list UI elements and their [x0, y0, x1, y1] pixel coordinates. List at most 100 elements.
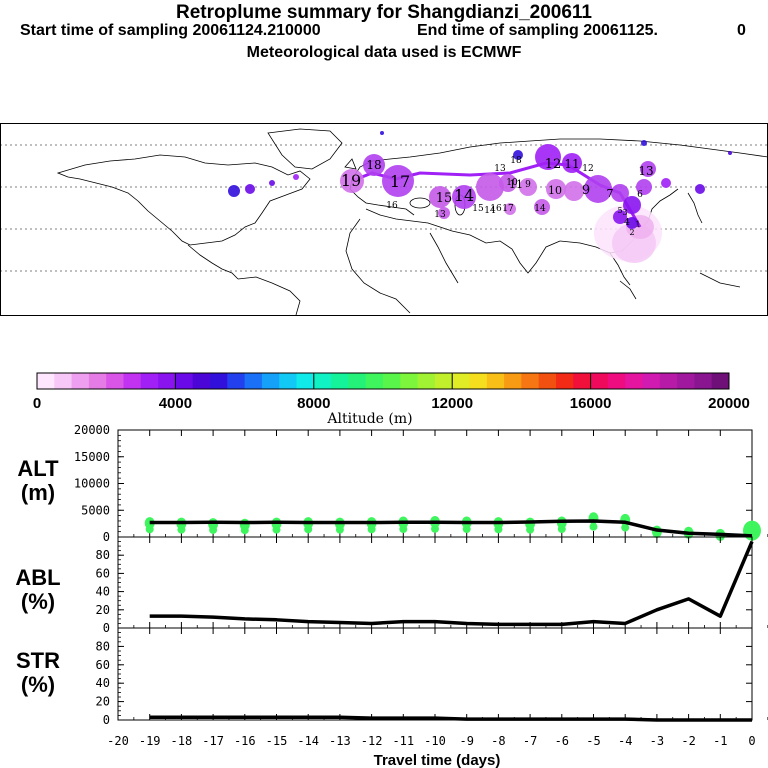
x-tick-label: -3: [650, 734, 664, 748]
colorbar-cell: [521, 373, 540, 389]
met-data-text: Meteorological data used is ECMWF: [246, 44, 522, 61]
abl-line: [149, 540, 754, 627]
x-tick-label: -14: [297, 734, 319, 748]
plume-cluster: [636, 179, 652, 195]
altitude-cluster-mark: [462, 525, 471, 534]
altitude-cluster-mark: [335, 525, 344, 534]
x-tick-label: -19: [139, 734, 161, 748]
cluster-label: 17: [502, 204, 514, 214]
x-tick-label: 0: [748, 734, 755, 748]
cluster-label: 2: [629, 228, 634, 237]
altitude-cluster-mark: [589, 522, 598, 531]
plume-cluster: [293, 174, 299, 180]
colorbar-cell: [694, 373, 713, 389]
cluster-label: 10: [548, 184, 562, 197]
end-time-text: End time of sampling 20061125.: [417, 22, 658, 39]
plume-cluster: [661, 178, 671, 188]
x-tick-label: -9: [459, 734, 473, 748]
plume-cluster: [564, 181, 584, 201]
colorbar-cell: [261, 373, 280, 389]
plume-cluster: [429, 186, 451, 208]
colorbar-tick-label: 12000: [431, 395, 473, 412]
plume-cluster: [380, 131, 384, 135]
cluster-label: 3: [622, 208, 627, 217]
cluster-label: 9: [525, 180, 531, 190]
cluster-label: 19: [341, 171, 361, 190]
x-tick-label: -12: [361, 734, 383, 748]
retroplume-clusters: [228, 131, 732, 263]
colorbar-cell: [365, 373, 384, 389]
cluster-label: 15: [436, 191, 453, 206]
plume-cluster: [641, 140, 647, 146]
colorbar-cell: [106, 373, 124, 389]
plume-cluster: [546, 179, 566, 199]
abl-label-line2: (%): [20, 589, 56, 614]
plume-cluster: [519, 178, 537, 196]
cluster-label: 18: [510, 156, 522, 166]
x-tick-label: -17: [202, 734, 224, 748]
colorbar-cell: [573, 373, 591, 389]
colorbar-tick-label: 4000: [159, 395, 192, 412]
plume-cluster: [611, 184, 629, 202]
str-ytick-label: 80: [96, 639, 110, 653]
plume-cluster: [340, 169, 364, 193]
plume-cluster: [438, 207, 450, 219]
colorbar-cell: [192, 373, 211, 389]
str-ytick-label: 0: [103, 713, 110, 727]
colorbar-cell: [677, 373, 695, 389]
cluster-label: 16: [490, 204, 502, 214]
colorbar-cell: [400, 373, 418, 389]
x-tick-label: -1: [713, 734, 727, 748]
x-tick-label: -11: [392, 734, 414, 748]
str-panel-label: STR (%): [10, 649, 66, 697]
colorbar-cell: [175, 373, 194, 389]
abl-panel-label: ABL (%): [10, 566, 66, 614]
colorbar-axis-label: Altitude (m): [326, 411, 412, 427]
cluster-label: 10: [506, 178, 518, 188]
x-tick-label: -2: [681, 734, 695, 748]
colorbar-cell: [642, 373, 661, 389]
x-tick-label: -4: [618, 734, 632, 748]
colorbar-cell: [417, 373, 436, 389]
colorbar-cell: [71, 373, 90, 389]
colorbar-tick-label: 8000: [297, 395, 330, 412]
x-tick-label: -13: [329, 734, 351, 748]
colorbar-cell: [227, 373, 245, 389]
colorbar-cell: [711, 373, 730, 389]
cluster-label: 11: [564, 157, 579, 171]
colorbar-cell: [210, 373, 228, 389]
str-line: [149, 715, 752, 722]
chart-title: Retroplume summary for Shangdianzi_20061…: [175, 2, 593, 23]
cluster-label: 9: [582, 183, 590, 198]
plume-cluster: [562, 153, 582, 173]
plume-cluster: [476, 173, 504, 201]
plume-cluster: [695, 184, 705, 194]
altitude-colorbar: 0 4000 8000 12000 16000 20000 Altitude (m): [33, 372, 750, 427]
cluster-label: 17: [390, 172, 410, 191]
colorbar-cell: [625, 373, 643, 389]
cluster-label: 18: [366, 158, 381, 172]
str-ytick-label: 40: [96, 676, 110, 690]
colorbar-cell: [383, 373, 401, 389]
plume-cluster: [228, 185, 240, 197]
x-tick-label: -6: [555, 734, 569, 748]
colorbar-cell: [37, 373, 55, 389]
plume-cluster: [534, 199, 550, 215]
altitude-cluster-mark: [367, 525, 376, 534]
altitude-cluster-mark: [177, 525, 186, 534]
abl-ytick-label: 80: [96, 548, 110, 562]
colorbar-tick-label: 20000: [708, 395, 750, 412]
str-ytick-label: 60: [96, 658, 110, 672]
alt-ytick-label: 0: [103, 530, 110, 544]
x-tick-label: -7: [523, 734, 537, 748]
x-tick-label: -15: [266, 734, 288, 748]
plume-cluster: [613, 210, 627, 224]
alt-ytick-label: 20000: [74, 423, 110, 437]
cluster-label: 12: [545, 157, 562, 172]
colorbar-cell: [538, 373, 557, 389]
plume-cluster: [640, 161, 656, 177]
cluster-label: 14: [454, 186, 474, 205]
start-time-text: Start time of sampling 20061124.210000: [20, 22, 321, 39]
